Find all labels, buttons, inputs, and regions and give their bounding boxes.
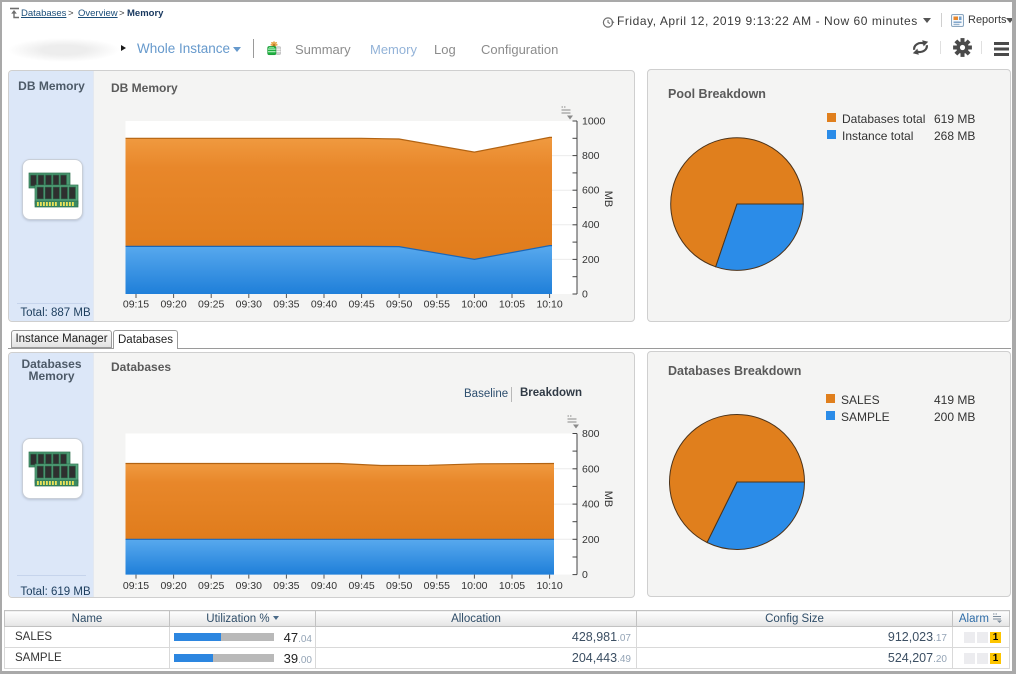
svg-text:800: 800 (582, 428, 600, 440)
svg-text:200: 200 (582, 254, 600, 266)
svg-text:09:25: 09:25 (198, 580, 224, 592)
svg-text:09:45: 09:45 (348, 580, 374, 592)
svg-text:10:05: 10:05 (499, 299, 525, 311)
svg-text:09:40: 09:40 (311, 299, 337, 311)
svg-text:MB: MB (602, 191, 614, 208)
svg-text:09:30: 09:30 (236, 299, 262, 311)
svg-text:09:50: 09:50 (386, 299, 412, 311)
svg-text:0: 0 (582, 569, 588, 581)
svg-text:09:20: 09:20 (160, 580, 186, 592)
svg-text:09:55: 09:55 (424, 299, 450, 311)
svg-text:600: 600 (582, 185, 600, 197)
svg-text:0: 0 (582, 289, 588, 301)
svg-text:10:10: 10:10 (536, 299, 562, 311)
svg-text:09:50: 09:50 (386, 580, 412, 592)
svg-text:MB: MB (602, 491, 614, 508)
svg-text:800: 800 (582, 150, 600, 162)
svg-text:09:35: 09:35 (273, 580, 299, 592)
svg-text:09:55: 09:55 (424, 580, 450, 592)
svg-text:10:00: 10:00 (461, 580, 487, 592)
svg-text:1000: 1000 (582, 116, 606, 128)
svg-text:10:10: 10:10 (536, 580, 562, 592)
svg-text:09:45: 09:45 (348, 299, 374, 311)
svg-text:400: 400 (582, 499, 600, 511)
svg-text:09:40: 09:40 (311, 580, 337, 592)
svg-text:10:05: 10:05 (499, 580, 525, 592)
svg-text:09:35: 09:35 (273, 299, 299, 311)
svg-text:09:15: 09:15 (123, 299, 149, 311)
svg-text:600: 600 (582, 463, 600, 475)
svg-text:09:20: 09:20 (160, 299, 186, 311)
svg-text:400: 400 (582, 219, 600, 231)
svg-text:10:00: 10:00 (461, 299, 487, 311)
svg-text:09:15: 09:15 (123, 580, 149, 592)
svg-text:09:30: 09:30 (236, 580, 262, 592)
svg-text:200: 200 (582, 534, 600, 546)
svg-text:09:25: 09:25 (198, 299, 224, 311)
